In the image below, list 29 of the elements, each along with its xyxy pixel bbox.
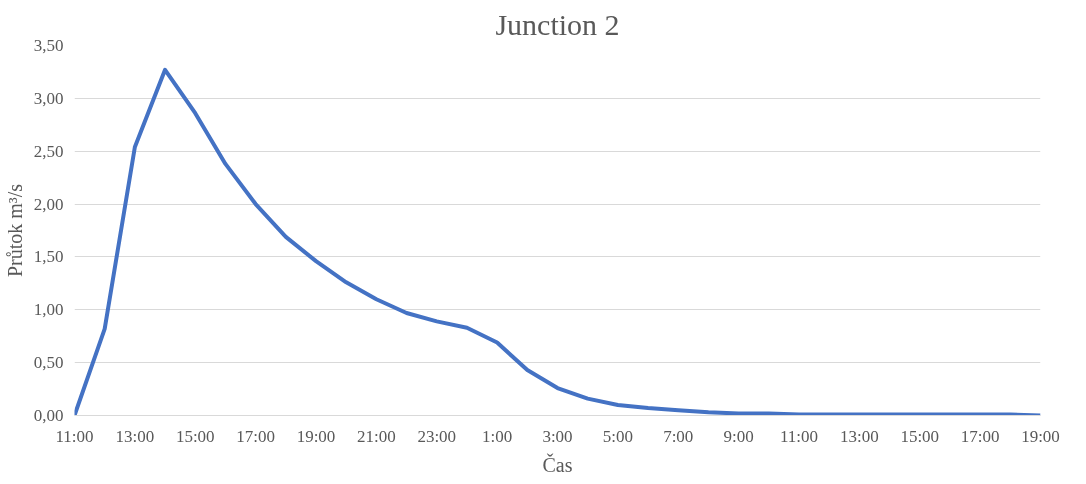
x-tick-label: 13:00 (840, 426, 879, 446)
x-tick-label: 1:00 (482, 426, 513, 446)
y-tick-label: 0,00 (33, 406, 64, 425)
chart-title: Junction 2 (495, 7, 620, 41)
x-tick-label: 3:00 (542, 426, 573, 446)
line-series (74, 67, 1041, 416)
x-tick-label: 19:00 (1021, 426, 1060, 446)
x-tick-label: 9:00 (723, 426, 754, 446)
x-tick-label: 15:00 (900, 426, 940, 446)
y-tick-label: 0,50 (33, 353, 64, 373)
x-axis-title: Čas (542, 452, 573, 476)
x-tick-label: 11:00 (779, 426, 819, 446)
x-tick-label: 21:00 (357, 426, 396, 446)
x-tick-label: 7:00 (663, 426, 694, 446)
x-tick-label: 5:00 (602, 426, 633, 446)
x-tick-label: 23:00 (417, 426, 457, 446)
y-axis-title: Průtok m³/s (3, 183, 26, 278)
y-tick-label: 2,00 (33, 194, 64, 214)
y-tick-label: 1,50 (33, 247, 64, 267)
y-tick-label: 3,50 (33, 36, 64, 55)
x-tick-label: 19:00 (296, 426, 336, 446)
y-tick-label: 3,00 (33, 88, 64, 108)
x-tick-label: 17:00 (960, 426, 1000, 446)
x-tick-label: 11:00 (55, 426, 94, 446)
y-tick-label: 1,00 (33, 300, 64, 320)
x-tick-label: 15:00 (175, 426, 215, 446)
y-tick-label: 2,50 (33, 141, 64, 161)
x-tick-label: 17:00 (236, 426, 275, 446)
x-tick-label: 13:00 (115, 426, 155, 446)
